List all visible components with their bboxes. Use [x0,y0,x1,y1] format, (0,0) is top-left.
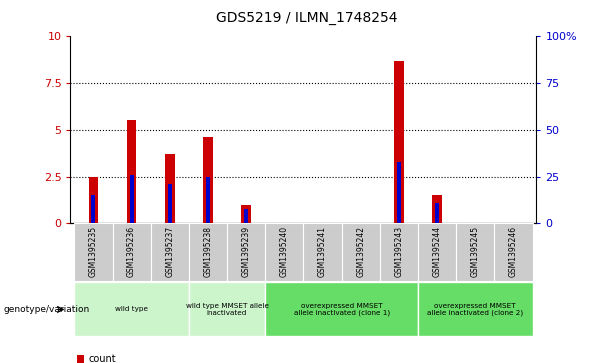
Bar [456,223,494,281]
Bar [206,176,210,223]
Bar [74,282,189,337]
Bar [265,282,418,337]
Text: overexpressed MMSET
allele inactivated (clone 2): overexpressed MMSET allele inactivated (… [427,303,524,316]
Bar [89,176,98,223]
Text: wild type MMSET allele
inactivated: wild type MMSET allele inactivated [186,303,268,316]
Bar [397,162,401,223]
Text: GSM1395242: GSM1395242 [356,226,365,277]
Bar [435,203,439,223]
Text: GSM1395238: GSM1395238 [204,226,213,277]
Bar [168,184,172,223]
Bar [189,223,227,281]
Bar [494,223,533,281]
Bar [113,223,151,281]
Text: GSM1395239: GSM1395239 [242,226,251,277]
Text: GSM1395235: GSM1395235 [89,226,98,277]
Bar [418,282,533,337]
Bar [74,223,113,281]
Text: GSM1395246: GSM1395246 [509,226,518,277]
Text: GSM1395241: GSM1395241 [318,226,327,277]
Text: wild type: wild type [115,306,148,313]
Text: GSM1395245: GSM1395245 [471,226,480,277]
Bar [380,223,418,281]
Bar [394,61,404,223]
Bar [151,223,189,281]
Bar [165,154,175,223]
Bar [303,223,341,281]
Text: overexpressed MMSET
allele inactivated (clone 1): overexpressed MMSET allele inactivated (… [294,303,390,316]
Bar [127,121,136,223]
Text: count: count [88,354,116,363]
Bar [265,223,303,281]
Bar [189,282,265,337]
Bar [244,209,248,223]
Text: GSM1395240: GSM1395240 [280,226,289,277]
Bar [203,137,213,223]
Bar [418,223,456,281]
Bar [341,223,380,281]
Text: GSM1395243: GSM1395243 [394,226,403,277]
Bar [432,195,442,223]
Text: GSM1395236: GSM1395236 [127,226,136,277]
Text: genotype/variation: genotype/variation [3,305,89,314]
Text: GDS5219 / ILMN_1748254: GDS5219 / ILMN_1748254 [216,11,397,25]
Bar [130,175,134,223]
Bar [77,355,84,363]
Text: GSM1395237: GSM1395237 [166,226,174,277]
Bar [242,205,251,223]
Bar [91,195,95,223]
Bar [227,223,265,281]
Text: GSM1395244: GSM1395244 [433,226,441,277]
